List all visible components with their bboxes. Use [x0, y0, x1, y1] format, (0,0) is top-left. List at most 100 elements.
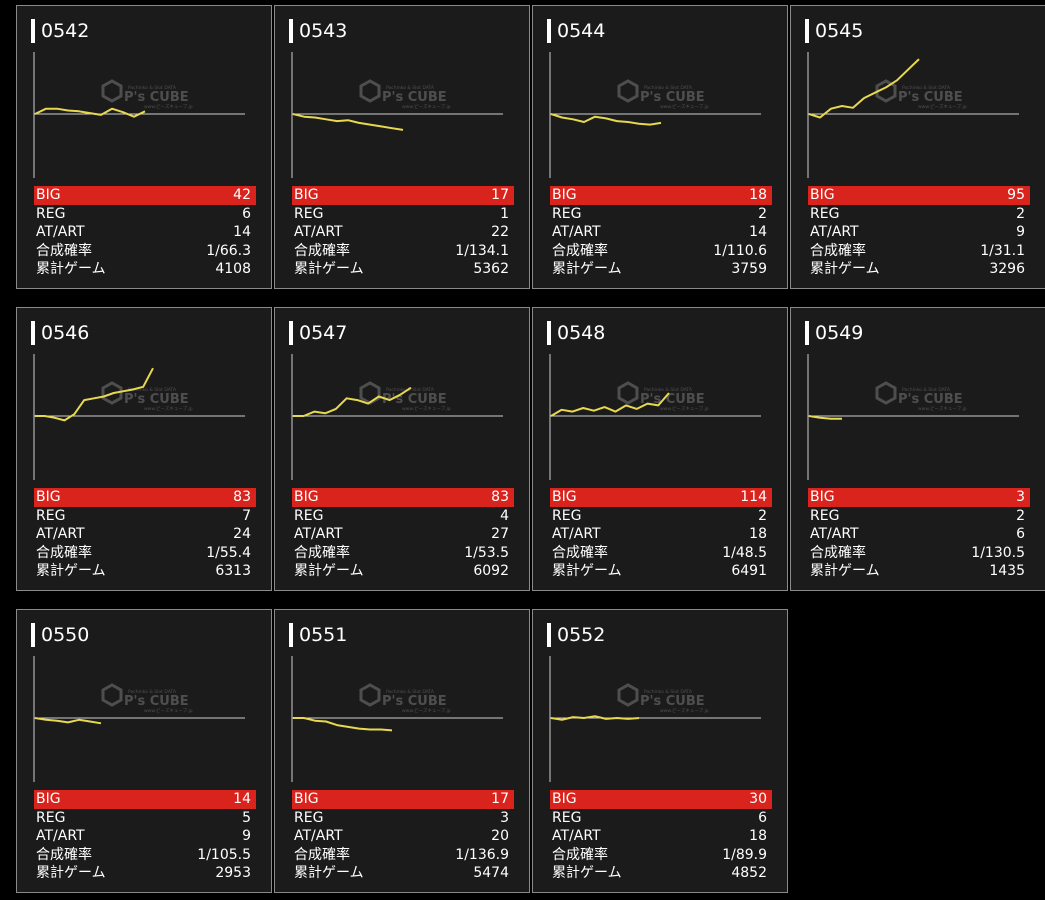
stat-label: 累計ゲーム [36, 865, 106, 881]
stat-row-games: 累計ゲーム 6491 [550, 562, 772, 581]
title-accent-bar [31, 19, 35, 43]
machine-card[interactable]: 0549 P's CUBE Pachinko & Slot DATA www.ピーズ… [790, 307, 1045, 591]
cube-icon [875, 381, 897, 405]
stat-value: 114 [740, 489, 767, 505]
slump-line [293, 717, 393, 732]
watermark-caption-top: Pachinko & Slot DATA [644, 689, 693, 695]
stat-value: 1/48.5 [722, 544, 767, 561]
stat-value: 95 [1007, 187, 1025, 203]
machine-card[interactable]: 0547 P's CUBE Pachinko & Slot DATA www.ピーズ… [274, 307, 530, 591]
stat-row-big: BIG 30 [550, 790, 772, 809]
stat-value: 2 [1016, 507, 1025, 524]
stat-row-at: AT/ART 22 [292, 223, 514, 242]
stat-row-at: AT/ART 14 [34, 223, 256, 242]
stat-row-big: BIG 17 [292, 186, 514, 205]
machine-card[interactable]: 0546 P's CUBE Pachinko & Slot DATA www.ピーズ… [16, 307, 272, 591]
cube-icon [617, 683, 639, 707]
stat-row-prob: 合成確率 1/55.4 [34, 544, 256, 563]
stat-label: 累計ゲーム [36, 261, 106, 277]
cube-icon [101, 683, 123, 707]
machine-card[interactable]: 0552 P's CUBE Pachinko & Slot DATA www.ピーズ… [532, 609, 788, 893]
stat-row-at: AT/ART 27 [292, 525, 514, 544]
stat-row-at: AT/ART 18 [550, 525, 772, 544]
machine-card[interactable]: 0551 P's CUBE Pachinko & Slot DATA www.ピーズ… [274, 609, 530, 893]
stat-row-games: 累計ゲーム 3296 [808, 260, 1030, 279]
stat-label: BIG [36, 791, 61, 807]
stat-label: BIG [810, 489, 835, 505]
stats-table: BIG 42 REG 6 AT/ART 14 合成確率 1/66.3 累計ゲーム 4108 [34, 186, 256, 279]
watermark-caption-top: Pachinko & Slot DATA [386, 85, 435, 91]
stat-label: AT/ART [552, 224, 601, 240]
machine-card[interactable]: 0545 P's CUBE Pachinko & Slot DATA www.ピーズ… [790, 5, 1045, 289]
stat-value: 17 [491, 791, 509, 807]
watermark-caption-bottom: www.ピーズキューブ.jp [402, 707, 451, 714]
stat-value: 6 [1016, 526, 1025, 542]
stats-table: BIG 3 REG 2 AT/ART 6 合成確率 1/130.5 累計ゲーム 1435 [808, 488, 1030, 581]
stat-row-at: AT/ART 9 [34, 827, 256, 846]
stat-value: 5474 [473, 865, 509, 881]
stat-row-reg: REG 2 [550, 507, 772, 526]
stat-row-reg: REG 6 [550, 809, 772, 828]
stat-value: 1 [500, 205, 509, 222]
stat-row-at: AT/ART 6 [808, 525, 1030, 544]
stat-label: 累計ゲーム [810, 563, 880, 579]
stat-value: 20 [491, 828, 509, 844]
watermark-caption-top: Pachinko & Slot DATA [128, 387, 177, 393]
machine-title: 0545 [805, 18, 863, 44]
stat-label: 合成確率 [552, 846, 608, 863]
stat-value: 3296 [989, 261, 1025, 277]
machine-card[interactable]: 0544 P's CUBE Pachinko & Slot DATA www.ピーズ… [532, 5, 788, 289]
stat-label: AT/ART [294, 828, 343, 844]
stat-row-reg: REG 2 [808, 507, 1030, 526]
stat-label: 累計ゲーム [294, 563, 364, 579]
stat-label: AT/ART [294, 526, 343, 542]
title-accent-bar [289, 321, 293, 345]
watermark-brand: P's CUBE [124, 694, 189, 709]
stat-label: AT/ART [36, 224, 85, 240]
slump-line [292, 113, 404, 131]
cube-icon [359, 683, 381, 707]
stat-label: AT/ART [552, 526, 601, 542]
machine-number: 0545 [815, 20, 864, 42]
stat-row-big: BIG 83 [34, 488, 256, 507]
title-accent-bar [547, 321, 551, 345]
machine-card[interactable]: 0543 P's CUBE Pachinko & Slot DATA www.ピーズ… [274, 5, 530, 289]
stat-value: 42 [233, 187, 251, 203]
stat-row-at: AT/ART 24 [34, 525, 256, 544]
stat-label: REG [294, 205, 324, 222]
stat-value: 5362 [473, 261, 509, 277]
stat-label: REG [810, 507, 840, 524]
stat-label: BIG [294, 489, 319, 505]
stat-label: BIG [294, 187, 319, 203]
stat-label: REG [36, 809, 66, 826]
machine-card[interactable]: 0548 P's CUBE Pachinko & Slot DATA www.ピーズ… [532, 307, 788, 591]
stats-table: BIG 114 REG 2 AT/ART 18 合成確率 1/48.5 累計ゲーム 649… [550, 488, 772, 581]
watermark-caption-top: Pachinko & Slot DATA [128, 689, 177, 695]
stat-label: 累計ゲーム [552, 563, 622, 579]
machine-title: 0550 [31, 622, 89, 648]
stat-label: AT/ART [294, 224, 343, 240]
machine-card[interactable]: 0550 P's CUBE Pachinko & Slot DATA www.ピーズ… [16, 609, 272, 893]
stat-row-games: 累計ゲーム 5362 [292, 260, 514, 279]
stat-label: BIG [552, 187, 577, 203]
stats-table: BIG 17 REG 3 AT/ART 20 合成確率 1/136.9 累計ゲーム 547… [292, 790, 514, 883]
stat-label: REG [810, 205, 840, 222]
stats-table: BIG 17 REG 1 AT/ART 22 合成確率 1/134.1 累計ゲーム 536… [292, 186, 514, 279]
stat-value: 4108 [215, 261, 251, 277]
machine-number: 0547 [299, 322, 348, 344]
machine-card[interactable]: 0542 P's CUBE Pachinko & Slot DATA www.ピーズ… [16, 5, 272, 289]
stat-label: BIG [36, 187, 61, 203]
stat-row-big: BIG 17 [292, 790, 514, 809]
stats-table: BIG 18 REG 2 AT/ART 14 合成確率 1/110.6 累計ゲーム 375… [550, 186, 772, 279]
machine-title: 0543 [289, 18, 347, 44]
stat-value: 14 [749, 224, 767, 240]
stats-table: BIG 95 REG 2 AT/ART 9 合成確率 1/31.1 累計ゲーム 3296 [808, 186, 1030, 279]
